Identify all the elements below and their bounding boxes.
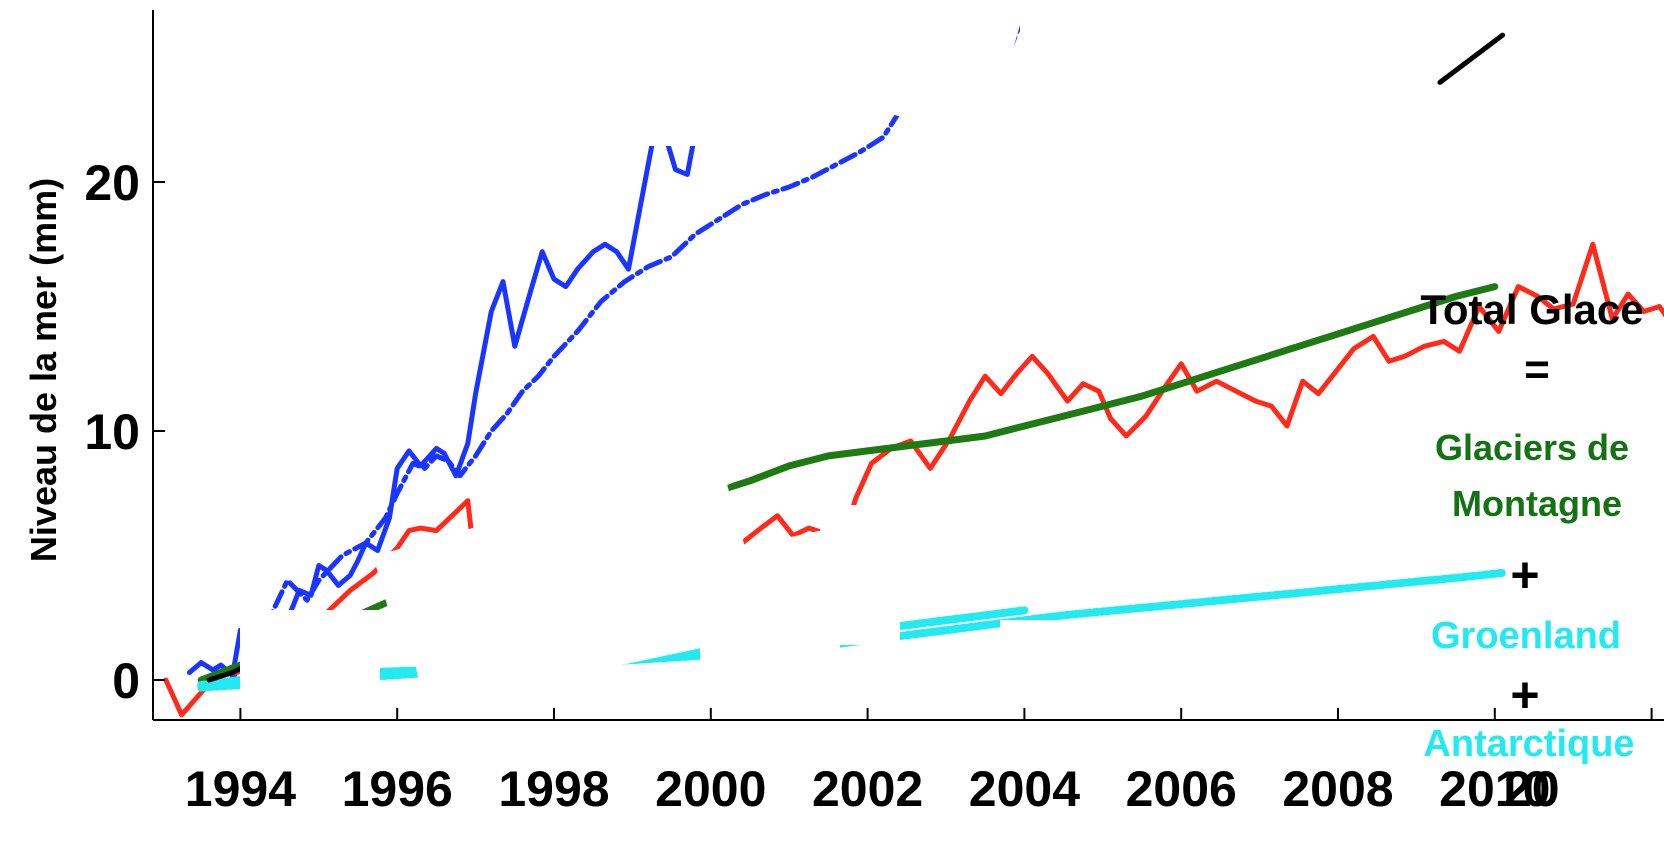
legend-glaciers-line: Glaciers de — [1435, 427, 1629, 468]
legend: Total Glace = Glaciers de Montagne + Groe… — [1420, 286, 1643, 765]
y-tick-label: 10 — [84, 404, 140, 460]
x-tick-label: 2006 — [1126, 761, 1237, 817]
legend-antarctique: Antarctique — [1423, 723, 1634, 765]
x-tick-label: 20 — [1504, 761, 1560, 817]
x-tick-label: 1998 — [498, 761, 609, 817]
x-tick-label: 2004 — [969, 761, 1080, 817]
legend-glaciers-line: Montagne — [1452, 483, 1622, 524]
y-axis-label: Niveau de la mer (mm) — [23, 178, 64, 562]
legend-equals-sign: = — [1524, 345, 1550, 394]
x-tick-label: 2002 — [812, 761, 923, 817]
y-tick-label: 0 — [112, 653, 140, 709]
x-tick-label: 1996 — [342, 761, 453, 817]
legend-glaciers-de-montagne: Glaciers de Montagne — [1435, 427, 1629, 524]
x-tick-label: 2008 — [1282, 761, 1393, 817]
legend-total-glace: Total Glace — [1420, 286, 1643, 333]
legend-plus-sign-1: + — [1510, 547, 1539, 603]
axes: 0 10 20 1994 1996 1998 2000 2002 2004 2006 2008 201… — [84, 10, 1664, 817]
x-tick-label: 2000 — [655, 761, 766, 817]
series-line-black-solid-7 — [1437, 32, 1506, 85]
legend-plus-sign-2: + — [1510, 667, 1539, 723]
y-tick-label: 20 — [84, 155, 140, 211]
series-line-red-solid-2 — [163, 241, 1664, 718]
white-overlay-gaps — [240, 0, 1420, 720]
x-tick-label: 2010 — [1439, 761, 1550, 817]
legend-groenland: Groenland — [1431, 615, 1621, 657]
x-tick-label: 1994 — [185, 761, 296, 817]
